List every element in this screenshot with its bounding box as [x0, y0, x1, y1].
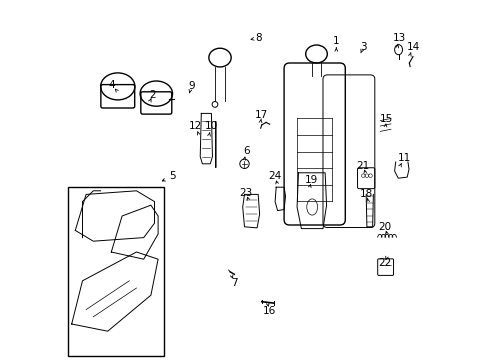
- Text: 8: 8: [254, 33, 261, 43]
- Text: 18: 18: [360, 189, 373, 199]
- Text: 6: 6: [243, 146, 249, 156]
- Text: 12: 12: [189, 121, 202, 131]
- Text: 23: 23: [239, 188, 252, 198]
- Text: 14: 14: [406, 42, 419, 52]
- Text: 20: 20: [378, 222, 391, 232]
- Text: 3: 3: [359, 42, 366, 52]
- Text: 16: 16: [263, 306, 276, 316]
- Text: 2: 2: [149, 90, 156, 100]
- Text: 17: 17: [255, 110, 268, 120]
- Text: 9: 9: [187, 81, 194, 91]
- Text: 10: 10: [204, 121, 218, 131]
- Text: 24: 24: [268, 171, 281, 181]
- Text: 5: 5: [169, 171, 176, 181]
- Text: 21: 21: [356, 161, 369, 171]
- Text: 15: 15: [379, 114, 392, 124]
- Text: 4: 4: [108, 80, 114, 90]
- Text: 13: 13: [392, 33, 405, 43]
- Text: 1: 1: [332, 36, 339, 46]
- Text: 7: 7: [231, 278, 237, 288]
- Text: 19: 19: [305, 175, 318, 185]
- Text: 22: 22: [378, 258, 391, 268]
- Text: 11: 11: [397, 153, 410, 163]
- Bar: [68, 187, 163, 356]
